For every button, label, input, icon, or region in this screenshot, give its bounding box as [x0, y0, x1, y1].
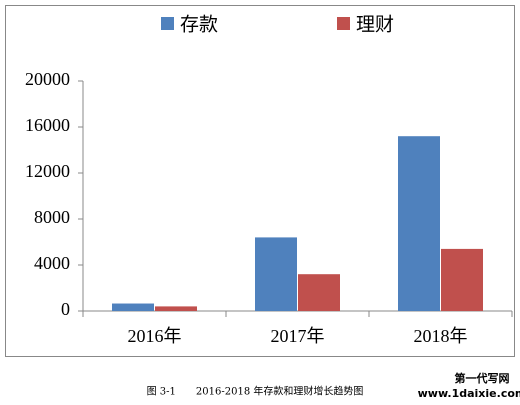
chart-border [5, 5, 515, 357]
y-tick-label: 20000 [25, 69, 70, 89]
legend-label: 理财 [356, 14, 394, 36]
legend-swatch [161, 17, 174, 30]
bar [112, 303, 154, 311]
y-tick-label: 0 [61, 299, 70, 319]
bar [441, 248, 483, 311]
y-tick-label: 12000 [25, 161, 70, 181]
bar [298, 274, 340, 311]
legend-label: 存款 [180, 14, 218, 36]
bar [155, 306, 197, 311]
watermark: 第一代写网 [455, 371, 510, 385]
bar [398, 136, 440, 311]
x-tick-label: 2018年 [414, 326, 468, 346]
y-tick-label: 8000 [34, 207, 70, 227]
y-tick-label: 4000 [34, 253, 70, 273]
x-tick-label: 2017年 [271, 326, 325, 346]
x-tick-label: 2016年 [128, 326, 182, 346]
watermark: www.1daixie.com [418, 387, 520, 400]
caption: 图 3-1 2016-2018 年存款和理财增长趋势图 [147, 385, 364, 398]
y-tick-label: 16000 [25, 115, 70, 135]
legend-swatch [337, 17, 350, 30]
bar [255, 237, 297, 311]
